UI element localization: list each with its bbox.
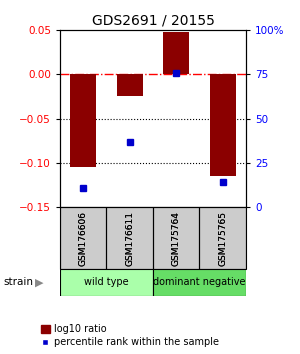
Bar [153, 269, 246, 296]
Title: GDS2691 / 20155: GDS2691 / 20155 [92, 13, 214, 28]
Text: ▶: ▶ [35, 277, 43, 287]
Text: strain: strain [3, 277, 33, 287]
Text: GSM175764: GSM175764 [172, 211, 181, 266]
Text: GSM175765: GSM175765 [218, 211, 227, 266]
Bar [60, 269, 153, 296]
Bar [117, 74, 142, 96]
Bar [164, 32, 189, 74]
Text: GSM176606: GSM176606 [79, 211, 88, 266]
Bar [210, 74, 236, 176]
Text: GSM176611: GSM176611 [125, 211, 134, 266]
Text: dominant negative: dominant negative [153, 277, 246, 287]
Legend: log10 ratio, percentile rank within the sample: log10 ratio, percentile rank within the … [41, 325, 218, 347]
Bar [70, 74, 96, 167]
Text: GSM176606: GSM176606 [79, 211, 88, 266]
Text: GSM176611: GSM176611 [125, 211, 134, 266]
Text: GSM175764: GSM175764 [172, 211, 181, 266]
Text: GSM175765: GSM175765 [218, 211, 227, 266]
Text: wild type: wild type [84, 277, 129, 287]
